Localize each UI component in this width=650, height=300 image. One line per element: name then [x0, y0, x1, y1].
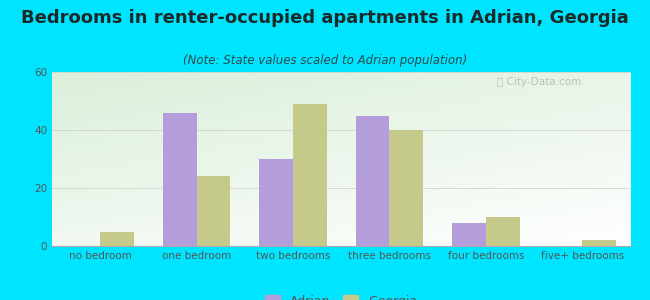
Bar — [582, 240, 616, 246]
Bar — [259, 159, 293, 246]
Bar — [452, 223, 486, 246]
Bar — [389, 130, 423, 246]
Bar — [163, 112, 196, 246]
Text: ⓘ City-Data.com: ⓘ City-Data.com — [497, 77, 582, 87]
Bar — [486, 217, 519, 246]
Bar — [196, 176, 230, 246]
Bar — [356, 116, 389, 246]
Bar — [293, 104, 327, 246]
Bar — [100, 232, 134, 246]
Text: Bedrooms in renter-occupied apartments in Adrian, Georgia: Bedrooms in renter-occupied apartments i… — [21, 9, 629, 27]
Text: (Note: State values scaled to Adrian population): (Note: State values scaled to Adrian pop… — [183, 54, 467, 67]
Legend: Adrian, Georgia: Adrian, Georgia — [260, 290, 422, 300]
